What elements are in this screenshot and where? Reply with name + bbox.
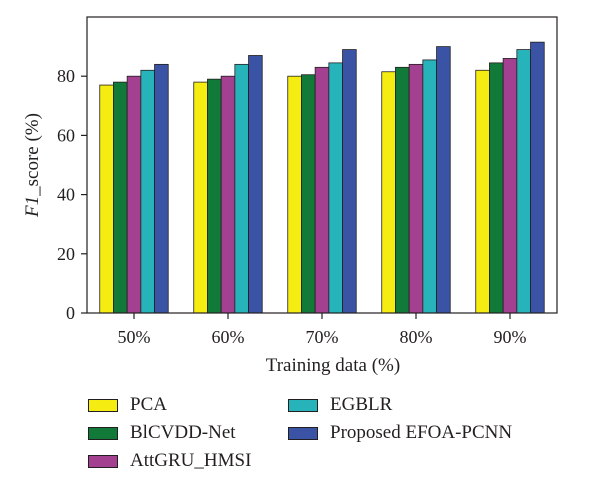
bar <box>140 69 155 314</box>
bar <box>99 84 114 314</box>
legend-label: AttGRU_HMSI <box>130 450 252 471</box>
bar <box>395 66 410 314</box>
y-tick-label: 0 <box>66 303 75 323</box>
x-tick-label: 60% <box>212 327 245 347</box>
bar <box>342 49 357 314</box>
bar <box>193 81 208 314</box>
bar <box>502 58 518 314</box>
legend-swatch <box>88 398 118 412</box>
y-tick-label: 40 <box>57 185 75 205</box>
bar <box>381 71 396 314</box>
bar <box>408 63 424 314</box>
bar <box>530 41 545 314</box>
legend-label: PCA <box>130 394 167 415</box>
y-axis-label-italic: F1 <box>22 196 43 218</box>
bar <box>126 75 142 314</box>
bar <box>328 62 343 314</box>
y-axis-ticks: 0 20 40 60 80 <box>57 66 87 323</box>
legend-item: AttGRU_HMSI <box>88 450 251 472</box>
legend-swatch <box>88 426 118 440</box>
x-axis-label: Training data (%) <box>266 355 400 376</box>
bar <box>436 46 451 314</box>
bar <box>154 63 169 314</box>
bar <box>475 69 490 314</box>
y-axis-label-rest: _score (%) <box>22 113 43 197</box>
bar <box>207 78 222 314</box>
bar <box>314 66 330 314</box>
bar <box>234 63 249 314</box>
bar <box>220 75 236 314</box>
bar <box>301 74 316 314</box>
y-axis-label: F1_score (%) <box>22 113 43 218</box>
y-tick-label: 80 <box>57 66 75 86</box>
bars-group <box>99 41 545 314</box>
legend-label: Proposed EFOA-PCNN <box>330 422 513 443</box>
legend-swatch <box>288 426 318 440</box>
y-tick-label: 60 <box>57 125 75 145</box>
legend-label: BlCVDD-Net <box>130 422 236 443</box>
legend-item: BlCVDD-Net <box>88 422 236 444</box>
x-tick-label: 80% <box>400 327 433 347</box>
bar <box>516 49 531 314</box>
legend-item: Proposed EFOA-PCNN <box>288 422 512 444</box>
legend-item: PCA <box>88 394 167 416</box>
bar <box>113 81 128 314</box>
bar-chart: 0 20 40 60 80 50% 60% 70% 80% 90% Training data … <box>22 16 558 376</box>
bar <box>489 62 504 314</box>
x-axis-ticks: 50% 60% 70% 80% 90% <box>118 313 527 347</box>
x-tick-label: 90% <box>494 327 527 347</box>
x-tick-label: 70% <box>306 327 339 347</box>
legend-item: EGBLR <box>288 394 392 416</box>
bar <box>248 55 263 314</box>
bar <box>422 59 437 314</box>
legend-swatch <box>288 398 318 412</box>
x-tick-label: 50% <box>118 327 151 347</box>
bar <box>287 75 302 314</box>
legend-swatch <box>88 454 118 468</box>
y-tick-label: 20 <box>57 244 75 264</box>
legend: PCA BlCVDD-Net AttGRU_HMSI EGBLR Proposed EF… <box>88 394 558 484</box>
legend-label: EGBLR <box>330 394 393 415</box>
